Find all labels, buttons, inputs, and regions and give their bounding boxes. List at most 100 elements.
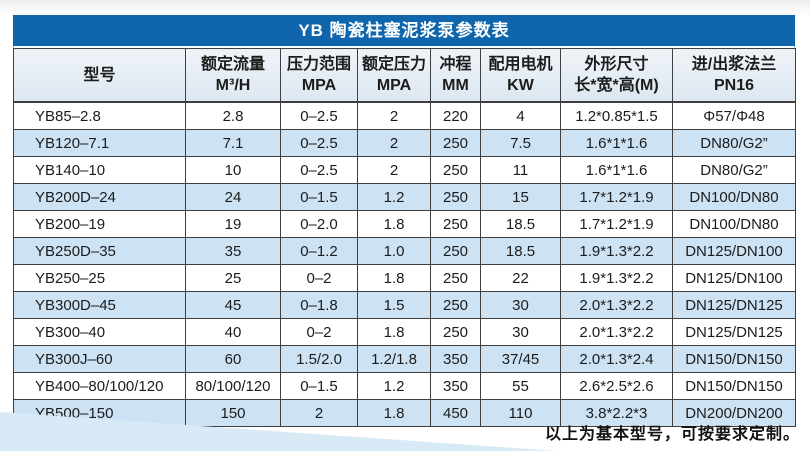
value-cell: 250 [430, 264, 481, 292]
value-cell: 250 [430, 237, 481, 265]
value-cell: 2.0*1.3*2.2 [560, 291, 673, 319]
model-cell: YB120–7.1 [13, 129, 186, 157]
value-cell: 18.5 [480, 237, 561, 265]
column-header: 外形尺寸 长*宽*高(M) [560, 48, 673, 103]
model-cell: YB300D–45 [13, 291, 186, 319]
value-cell: DN200/DN200 [672, 399, 796, 427]
value-cell: Φ57/Φ48 [672, 101, 796, 130]
value-cell: 350 [430, 345, 481, 373]
footer-note: 以上为基本型号，可按要求定制。 [544, 426, 800, 443]
table-row: YB250D–35 35 0–1.2 1.0 250 18.5 1.9*1.3*2.2 DN1… [13, 237, 796, 265]
model-cell: YB300–40 [13, 318, 186, 346]
value-cell: 1.7*1.2*1.9 [560, 210, 673, 238]
value-cell: 1.2*0.85*1.5 [560, 101, 673, 130]
value-cell: 1.6*1*1.6 [560, 129, 673, 157]
value-cell: 1.8 [357, 318, 431, 346]
table-row: YB200–19 19 0–2.0 1.8 250 18.5 1.7*1.2*1.9 DN10… [13, 210, 796, 238]
value-cell: 1.5 [357, 291, 431, 319]
column-header: 冲程 MM [430, 48, 481, 103]
column-header: 配用电机 KW [480, 48, 561, 103]
value-cell: 350 [430, 372, 481, 400]
header-row: 型号 额定流量 M³/H 压力范围 MPA 额定压力 MPA 冲程 MM 配用电机 KW 外形尺寸 长*… [13, 48, 796, 103]
value-cell: 19 [185, 210, 281, 238]
value-cell: DN125/DN125 [672, 318, 796, 346]
value-cell: 2.6*2.5*2.6 [560, 372, 673, 400]
value-cell: 250 [430, 318, 481, 346]
value-cell: 35 [185, 237, 281, 265]
value-cell: 45 [185, 291, 281, 319]
value-cell: 1.9*1.3*2.2 [560, 237, 673, 265]
value-cell: 2.0*1.3*2.4 [560, 345, 673, 373]
spec-table: YB 陶瓷柱塞泥浆泵参数表 型号 额定流量 M³/H 压力范围 MPA 额定压力 MPA 冲程… [13, 15, 796, 427]
value-cell: 1.8 [357, 264, 431, 292]
table-row: YB85–2.8 2.8 0–2.5 2 220 4 1.2*0.85*1.5 Φ57/Φ48 [13, 101, 796, 130]
value-cell: 0–1.5 [280, 372, 358, 400]
value-cell: 450 [430, 399, 481, 427]
model-cell: YB300J–60 [13, 345, 186, 373]
value-cell: 1.7*1.2*1.9 [560, 183, 673, 211]
value-cell: 7.5 [480, 129, 561, 157]
value-cell: 0–2.5 [280, 156, 358, 184]
value-cell: 55 [480, 372, 561, 400]
value-cell: 10 [185, 156, 281, 184]
value-cell: 2 [357, 156, 431, 184]
value-cell: 7.1 [185, 129, 281, 157]
value-cell: 0–2.5 [280, 129, 358, 157]
value-cell: 150 [185, 399, 281, 427]
value-cell: 0–2.0 [280, 210, 358, 238]
value-cell: 40 [185, 318, 281, 346]
table-row: YB300–40 40 0–2 1.8 250 30 2.0*1.3*2.2 DN125/DN… [13, 318, 796, 346]
value-cell: DN100/DN80 [672, 183, 796, 211]
model-cell: YB85–2.8 [13, 101, 186, 130]
column-header: 压力范围 MPA [280, 48, 358, 103]
table-body: YB85–2.8 2.8 0–2.5 2 220 4 1.2*0.85*1.5 Φ57/Φ48… [13, 101, 796, 427]
value-cell: 250 [430, 291, 481, 319]
value-cell: 15 [480, 183, 561, 211]
value-cell: 1.2 [357, 183, 431, 211]
value-cell: 0–2 [280, 264, 358, 292]
value-cell: 220 [430, 101, 481, 130]
value-cell: DN80/G2” [672, 129, 796, 157]
value-cell: 0–1.8 [280, 291, 358, 319]
value-cell: 24 [185, 183, 281, 211]
value-cell: 37/45 [480, 345, 561, 373]
value-cell: 4 [480, 101, 561, 130]
value-cell: 1.8 [357, 399, 431, 427]
table-row: YB200D–24 24 0–1.5 1.2 250 15 1.7*1.2*1.9 DN100… [13, 183, 796, 211]
value-cell: 250 [430, 183, 481, 211]
model-cell: YB250D–35 [13, 237, 186, 265]
value-cell: 2.0*1.3*2.2 [560, 318, 673, 346]
table-row: YB300D–45 45 0–1.8 1.5 250 30 2.0*1.3*2.2 DN125… [13, 291, 796, 319]
model-cell: YB140–10 [13, 156, 186, 184]
column-header: 型号 [13, 48, 186, 103]
value-cell: 1.9*1.3*2.2 [560, 264, 673, 292]
value-cell: 1.2/1.8 [357, 345, 431, 373]
column-header: 额定流量 M³/H [185, 48, 281, 103]
value-cell: 18.5 [480, 210, 561, 238]
column-header: 额定压力 MPA [357, 48, 431, 103]
value-cell: DN125/DN125 [672, 291, 796, 319]
value-cell: DN80/G2” [672, 156, 796, 184]
value-cell: 2 [357, 101, 431, 130]
value-cell: 2 [357, 129, 431, 157]
value-cell: 250 [430, 129, 481, 157]
value-cell: 250 [430, 156, 481, 184]
value-cell: DN150/DN150 [672, 372, 796, 400]
value-cell: 1.5/2.0 [280, 345, 358, 373]
table-title: YB 陶瓷柱塞泥浆泵参数表 [13, 15, 795, 48]
value-cell: 30 [480, 318, 561, 346]
value-cell: 1.8 [357, 210, 431, 238]
value-cell: 11 [480, 156, 561, 184]
value-cell: DN125/DN100 [672, 237, 796, 265]
model-cell: YB200–19 [13, 210, 186, 238]
value-cell: 1.2 [357, 372, 431, 400]
model-cell: YB250–25 [13, 264, 186, 292]
value-cell: 3.8*2.2*3 [560, 399, 673, 427]
value-cell: 110 [480, 399, 561, 427]
value-cell: DN125/DN100 [672, 264, 796, 292]
table-row: YB400–80/100/120 80/100/120 0–1.5 1.2 350 55 2… [13, 372, 796, 400]
value-cell: 2.8 [185, 101, 281, 130]
table-row: YB140–10 10 0–2.5 2 250 11 1.6*1*1.6 DN80/G2” [13, 156, 796, 184]
value-cell: 22 [480, 264, 561, 292]
